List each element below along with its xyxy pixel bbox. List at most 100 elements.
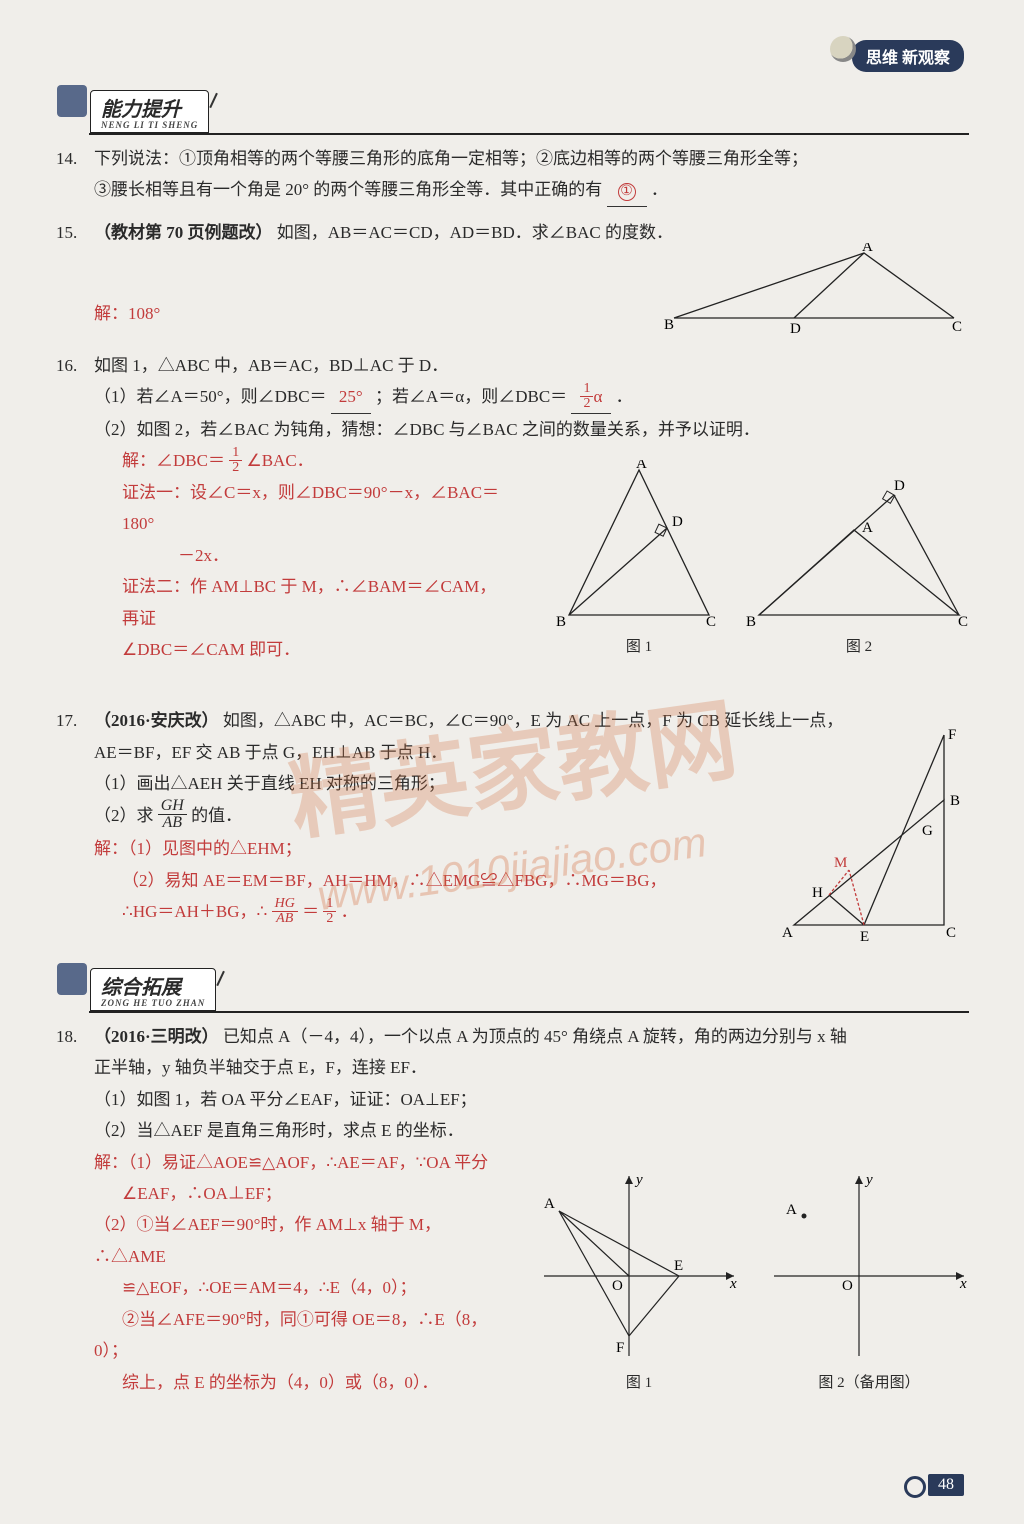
q16-p1a: （1）若∠A＝50°，则∠DBC＝ (94, 387, 327, 406)
q16-num: 16. (56, 350, 77, 381)
q17-p2a: （2）求 (94, 806, 154, 825)
q16-sol-l4: 证法二：作 AM⊥BC 于 M，∴∠BAM＝∠CAM，再证 (122, 577, 496, 627)
page-content: 能力提升 NENG LI TI SHENG 14. 下列说法：①顶角相等的两个等… (60, 40, 974, 1494)
svg-text:D: D (790, 321, 801, 333)
q18-p2: （2）当△AEF 是直角三角形时，求点 E 的坐标． (94, 1121, 464, 1140)
q15-figure: A B C D (664, 243, 964, 333)
question-18: 18. （2016·三明改） 已知点 A（－4，4），一个以点 A 为顶点的 4… (60, 1021, 974, 1398)
q17-sol2: （2）易知 AE＝EM＝BF，AH＝HM，∴△EMG≌△FBG，∴MG＝BG， (122, 871, 667, 890)
question-17: 17. （2016·安庆改） 如图，△ABC 中，AC＝BC，∠C＝90°，E … (60, 705, 974, 927)
q17-figure: A C E B F G H M (774, 725, 974, 945)
section-title-1-text: 能力提升 (101, 99, 181, 121)
q16-sol-l5: ∠DBC＝∠CAM 即可． (122, 640, 300, 659)
svg-text:y: y (864, 1172, 873, 1188)
q18-fig2-label: 图 2（备用图） (764, 1370, 974, 1398)
question-16: 16. 如图 1，△ABC 中，AB＝AC，BD⊥AC 于 D． （1）若∠A＝… (60, 350, 974, 666)
svg-text:B: B (950, 793, 960, 809)
q18-intro2: 正半轴，y 轴负半轴交于点 E，F，连接 EF． (94, 1058, 427, 1077)
svg-text:E: E (860, 929, 869, 945)
q16-ans1: 25° (331, 381, 371, 413)
svg-text:E: E (674, 1258, 683, 1274)
q17-intro2: AE＝BF，EF 交 AB 于点 G，EH⊥AB 于点 H． (94, 743, 447, 762)
svg-text:D: D (894, 478, 905, 494)
q18-num: 18. (56, 1021, 77, 1052)
svg-text:F: F (616, 1340, 624, 1356)
q18-sol6: 综上，点 E 的坐标为（4，0）或（8，0）． (122, 1373, 438, 1392)
question-15: 15. （教材第 70 页例题改） 如图，AB＝AC＝CD，AD＝BD．求∠BA… (60, 217, 974, 330)
q16-fig1-label: 图 1 (554, 634, 724, 662)
q16-figure-2: D A B C 图 2 (744, 460, 974, 662)
svg-text:H: H (812, 885, 823, 901)
svg-text:A: A (636, 460, 647, 472)
section-2-pinyin: ZONG HE TUO ZHAN (101, 998, 205, 1008)
q14-num: 14. (56, 143, 77, 174)
q16-ans2: 12α (571, 381, 611, 414)
q15-bold: （教材第 70 页例题改） (94, 223, 273, 242)
q18-figure-2: A O x y 图 2（备用图） (764, 1166, 974, 1398)
q15-num: 15. (56, 217, 77, 248)
svg-text:B: B (746, 614, 756, 630)
svg-text:x: x (729, 1276, 737, 1292)
section-1-pinyin: NENG LI TI SHENG (101, 120, 198, 130)
pencil-icon (210, 93, 229, 113)
q18-sol3: （2）①当∠AEF＝90°时，作 AM⊥x 轴于 M，∴△AME (94, 1215, 441, 1265)
svg-text:C: C (946, 925, 956, 941)
q18-intro: 已知点 A（－4，4），一个以点 A 为顶点的 45° 角绕点 A 旋转，角的两… (223, 1027, 847, 1046)
svg-text:O: O (842, 1278, 853, 1294)
q17-bold: （2016·安庆改） (94, 711, 219, 730)
svg-text:F: F (948, 727, 956, 743)
q14-answer: ① (618, 183, 636, 201)
section-title-2: 综合拓展 ZONG HE TUO ZHAN (90, 968, 216, 1011)
q16-figure-1: A B C D 图 1 (554, 460, 724, 662)
q16-sol-l1a: 解：∠DBC＝ (122, 451, 225, 470)
svg-text:A: A (862, 243, 873, 255)
svg-text:B: B (664, 317, 674, 333)
q16-sol-l3: －2x． (178, 546, 229, 565)
q17-sol1: 解：（1）见图中的△EHM； (94, 839, 302, 858)
q18-fig1-label: 图 1 (534, 1370, 744, 1398)
svg-text:A: A (862, 520, 873, 536)
q17-sol3b: ＝ (302, 902, 319, 921)
question-14: 14. 下列说法：①顶角相等的两个等腰三角形的底角一定相等；②底边相等的两个等腰… (60, 143, 974, 207)
q16-p1b: ；若∠A＝α，则∠DBC＝ (375, 387, 567, 406)
q16-p2: （2）如图 2，若∠BAC 为钝角，猜想：∠DBC 与∠BAC 之间的数量关系，… (94, 420, 760, 439)
q17-num: 17. (56, 705, 77, 736)
q14-tail: ． (651, 180, 668, 199)
section-title-2-text: 综合拓展 (101, 977, 181, 999)
q16-sol-l1b: ∠BAC． (246, 451, 313, 470)
q17-sol3c: ． (341, 902, 358, 921)
svg-text:A: A (786, 1202, 797, 1218)
svg-text:y: y (634, 1172, 643, 1188)
q16-fig2-label: 图 2 (744, 634, 974, 662)
q17-intro: 如图，△ABC 中，AC＝BC，∠C＝90°，E 为 AC 上一点，F 为 CB… (223, 711, 843, 730)
q18-figure-1: A O E F x y 图 1 (534, 1166, 744, 1398)
q18-bold: （2016·三明改） (94, 1027, 219, 1046)
q17-p2b: 的值． (191, 806, 242, 825)
section-title-1: 能力提升 NENG LI TI SHENG (90, 90, 209, 133)
svg-text:x: x (959, 1276, 967, 1292)
svg-text:O: O (612, 1278, 623, 1294)
q17-p1: （1）画出△AEH 关于直线 EH 对称的三角形； (94, 774, 445, 793)
svg-text:C: C (958, 614, 968, 630)
q16-sol-l2: 证法一：设∠C＝x，则∠DBC＝90°－x，∠BAC＝180° (122, 483, 499, 533)
svg-text:M: M (834, 855, 847, 871)
svg-text:B: B (556, 614, 566, 630)
q17-sol3a: ∴HG＝AH＋BG，∴ (122, 902, 267, 921)
q18-p1: （1）如图 1，若 OA 平分∠EAF，证证：OA⊥EF； (94, 1090, 477, 1109)
q15-answer: 解：108° (94, 304, 160, 323)
q18-sol2: ∠EAF，∴OA⊥EF； (122, 1184, 282, 1203)
q18-sol4: ≌△EOF，∴OE＝AM＝4，∴E（4，0）； (122, 1278, 417, 1297)
q16-intro: 如图 1，△ABC 中，AB＝AC，BD⊥AC 于 D． (94, 356, 448, 375)
q14-text-b: ③腰长相等且有一个角是 20° 的两个等腰三角形全等．其中正确的有 (94, 180, 602, 199)
q18-sol1: 解：（1）易证△AOE≌△AOF，∴AE＝AF，∵OA 平分 (94, 1153, 488, 1172)
svg-text:A: A (782, 925, 793, 941)
svg-text:A: A (544, 1196, 555, 1212)
svg-text:C: C (952, 319, 962, 333)
q16-p1c: ． (616, 387, 633, 406)
q18-sol5: ②当∠AFE＝90°时，同①可得 OE＝8，∴E（8，0）； (94, 1310, 487, 1360)
page-number: 48 (928, 1474, 964, 1496)
svg-text:C: C (706, 614, 716, 630)
svg-text:G: G (922, 823, 933, 839)
pencil-icon (217, 971, 236, 991)
q14-text-a: 下列说法：①顶角相等的两个等腰三角形的底角一定相等；②底边相等的两个等腰三角形全… (94, 149, 808, 168)
